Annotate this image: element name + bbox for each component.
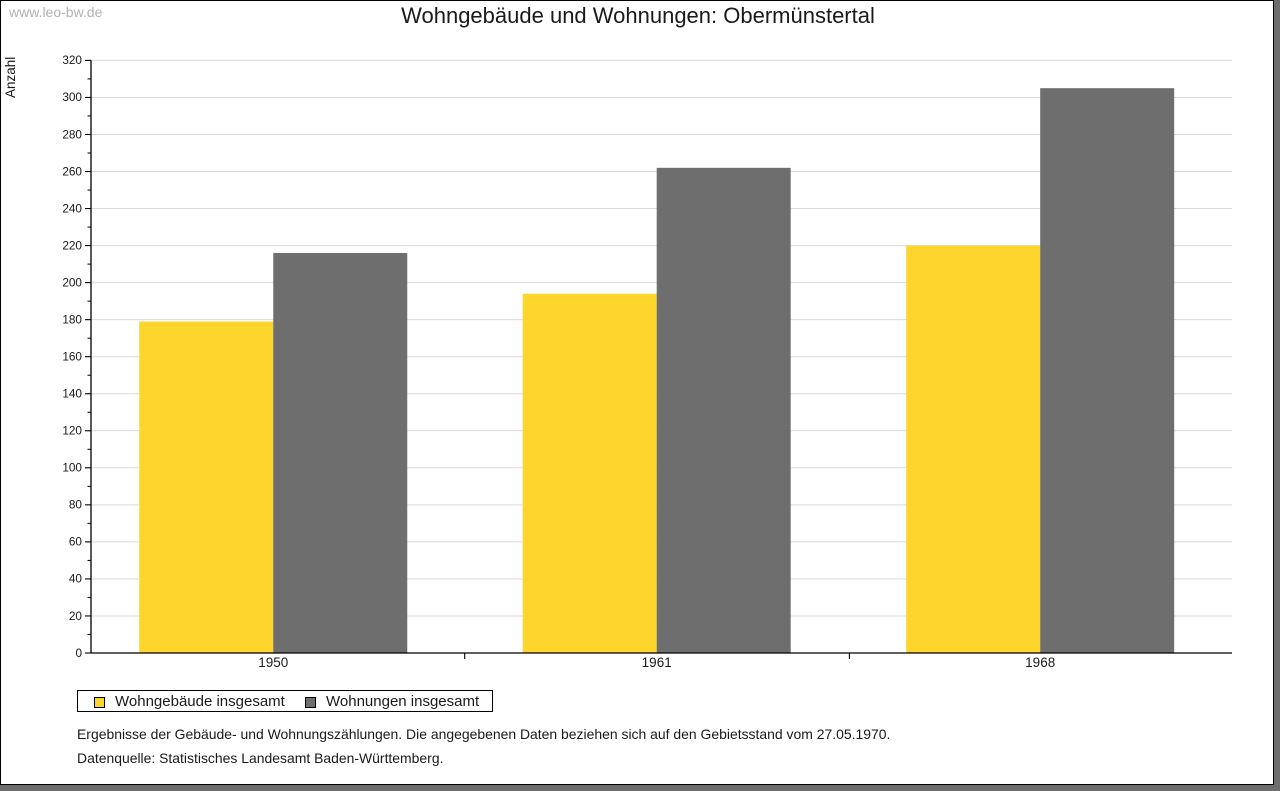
svg-text:0: 0 [75,646,82,660]
svg-text:280: 280 [62,127,82,141]
svg-text:240: 240 [62,201,82,215]
svg-text:260: 260 [62,164,82,178]
svg-text:60: 60 [69,535,83,549]
svg-text:160: 160 [62,350,82,364]
svg-text:220: 220 [62,238,82,252]
svg-text:200: 200 [62,275,82,289]
svg-text:100: 100 [62,461,82,475]
svg-text:20: 20 [69,609,83,623]
svg-text:1968: 1968 [1025,655,1055,670]
svg-text:140: 140 [62,387,82,401]
svg-text:80: 80 [69,498,83,512]
svg-text:300: 300 [62,90,82,104]
svg-text:120: 120 [62,424,82,438]
svg-text:1961: 1961 [642,655,672,670]
svg-text:320: 320 [62,53,82,67]
svg-text:1950: 1950 [258,655,288,670]
svg-text:180: 180 [62,312,82,326]
svg-text:40: 40 [69,572,83,586]
